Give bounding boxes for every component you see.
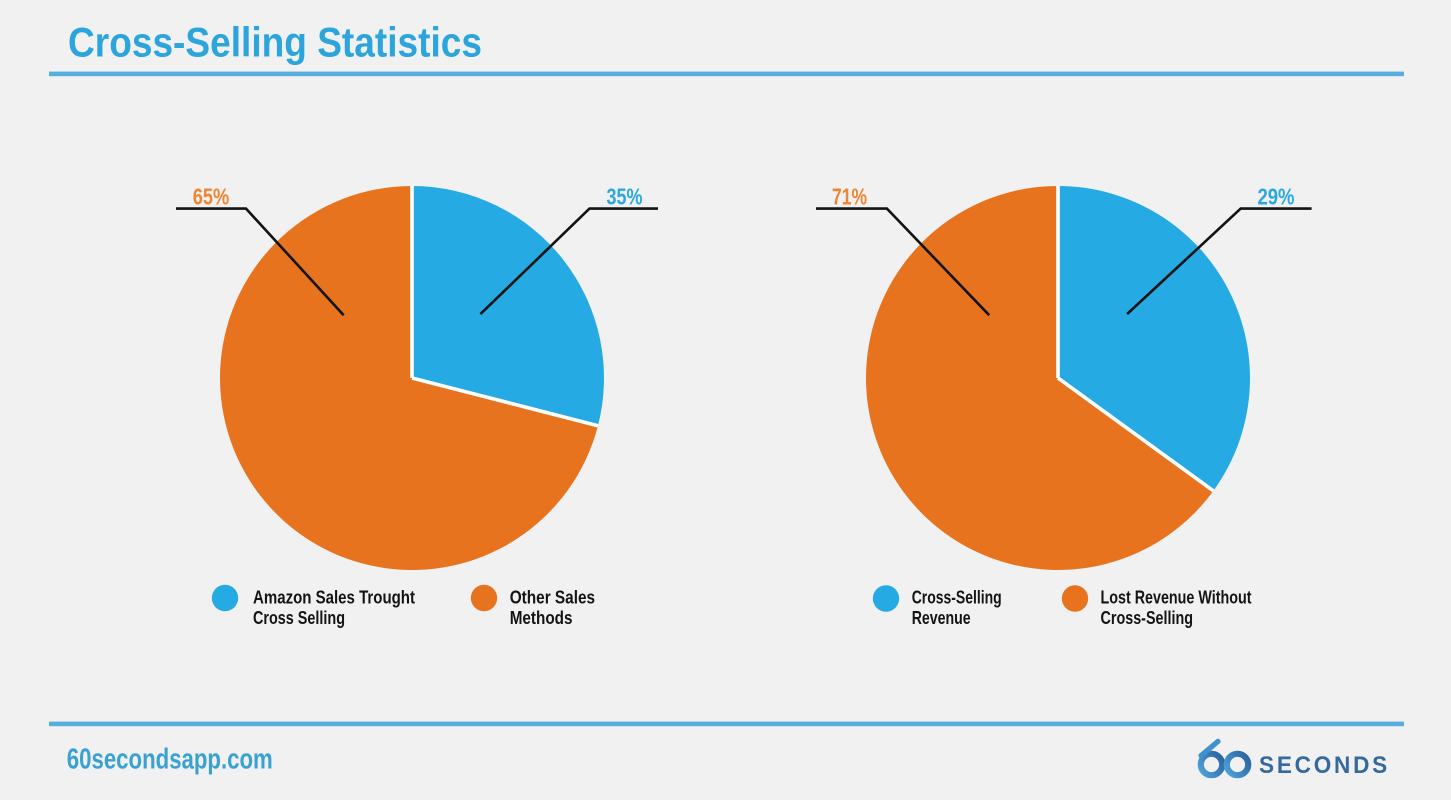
svg-text:Other Sales: Other Sales bbox=[510, 587, 595, 607]
svg-text:SECONDS: SECONDS bbox=[1259, 752, 1390, 779]
svg-text:29%: 29% bbox=[1258, 184, 1295, 210]
svg-text:Lost Revenue Without: Lost Revenue Without bbox=[1101, 587, 1252, 607]
svg-text:65%: 65% bbox=[193, 184, 230, 210]
svg-text:Methods: Methods bbox=[510, 608, 573, 628]
svg-text:Revenue: Revenue bbox=[912, 608, 971, 628]
svg-text:60secondsapp.com: 60secondsapp.com bbox=[67, 744, 273, 776]
svg-text:Amazon Sales Trought: Amazon Sales Trought bbox=[253, 587, 415, 607]
svg-text:35%: 35% bbox=[607, 184, 643, 210]
svg-text:71%: 71% bbox=[832, 184, 867, 210]
svg-text:Cross-Selling Statistics: Cross-Selling Statistics bbox=[68, 19, 482, 66]
svg-text:Cross-Selling: Cross-Selling bbox=[1101, 608, 1194, 628]
svg-text:Cross Selling: Cross Selling bbox=[253, 608, 345, 628]
svg-text:Cross-Selling: Cross-Selling bbox=[912, 587, 1002, 607]
